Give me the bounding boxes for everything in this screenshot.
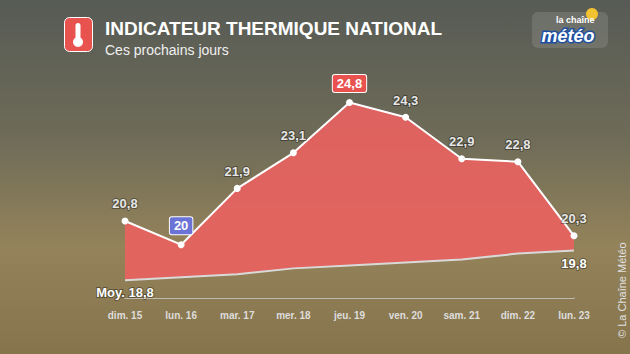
svg-text:dim. 15: dim. 15	[108, 310, 143, 321]
svg-text:mer. 18: mer. 18	[276, 310, 311, 321]
svg-text:jeu. 19: jeu. 19	[333, 310, 366, 321]
svg-text:22,8: 22,8	[505, 137, 530, 152]
svg-text:mar. 17: mar. 17	[220, 310, 255, 321]
svg-text:24,3: 24,3	[393, 93, 418, 108]
svg-text:Ces prochains jours: Ces prochains jours	[105, 42, 229, 58]
svg-text:24,8: 24,8	[337, 76, 362, 91]
svg-text:20,3: 20,3	[561, 211, 586, 226]
svg-text:dim. 22: dim. 22	[501, 310, 536, 321]
svg-text:INDICATEUR THERMIQUE NATIONAL: INDICATEUR THERMIQUE NATIONAL	[105, 18, 442, 39]
svg-text:Moy. 18,8: Moy. 18,8	[96, 285, 154, 300]
svg-text:lun. 16: lun. 16	[165, 310, 197, 321]
svg-text:météo: météo	[542, 26, 595, 46]
svg-text:21,9: 21,9	[225, 164, 250, 179]
svg-text:20: 20	[174, 218, 188, 233]
svg-text:© La Chaîne Météo: © La Chaîne Météo	[616, 242, 628, 338]
svg-text:ven. 20: ven. 20	[389, 310, 423, 321]
svg-text:sam. 21: sam. 21	[443, 310, 480, 321]
svg-text:23,1: 23,1	[281, 128, 306, 143]
svg-text:20,8: 20,8	[112, 196, 137, 211]
svg-text:lun. 23: lun. 23	[558, 310, 590, 321]
svg-text:22,9: 22,9	[449, 134, 474, 149]
svg-text:la chaîne: la chaîne	[556, 15, 595, 25]
svg-text:19,8: 19,8	[561, 256, 586, 271]
